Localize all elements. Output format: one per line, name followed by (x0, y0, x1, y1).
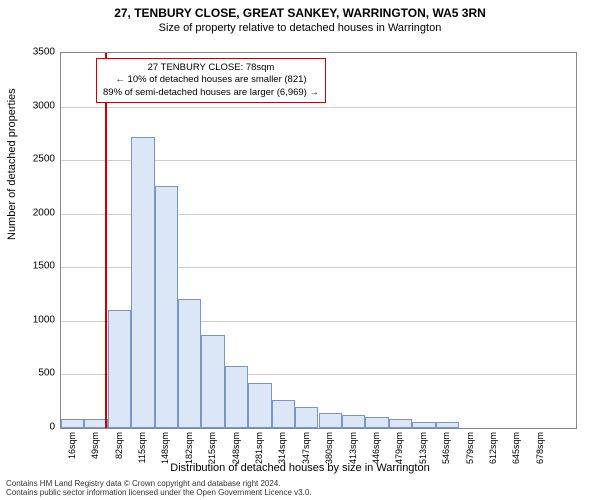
y-tick-label: 500 (19, 368, 55, 379)
chart-title: 27, TENBURY CLOSE, GREAT SANKEY, WARRING… (0, 0, 600, 20)
footer-line-1: Contains HM Land Registry data © Crown c… (6, 479, 312, 489)
histogram-bar (412, 422, 435, 428)
histogram-bar (436, 422, 459, 428)
histogram-bar (365, 417, 388, 428)
histogram-bar (155, 186, 178, 428)
footer-line-2: Contains public sector information licen… (6, 488, 312, 498)
marker-legend: 27 TENBURY CLOSE: 78sqm ← 10% of detache… (96, 58, 326, 103)
chart-container: { "chart": { "type": "histogram", "title… (0, 0, 600, 500)
y-tick-label: 3000 (19, 100, 55, 111)
chart-subtitle: Size of property relative to detached ho… (0, 20, 600, 34)
x-tick-label: 148sqm (160, 432, 170, 464)
histogram-bar (108, 310, 131, 428)
histogram-bar (61, 419, 84, 428)
x-tick-label: 446sqm (371, 432, 381, 464)
x-tick-label: 479sqm (394, 432, 404, 464)
x-tick-label: 16sqm (67, 432, 77, 459)
x-tick-label: 413sqm (348, 432, 358, 464)
x-tick-label: 579sqm (465, 432, 475, 464)
y-tick-label: 3500 (19, 47, 55, 58)
y-tick-label: 2000 (19, 207, 55, 218)
x-tick-label: 513sqm (418, 432, 428, 464)
x-tick-label: 347sqm (301, 432, 311, 464)
x-tick-label: 248sqm (231, 432, 241, 464)
x-tick-label: 49sqm (90, 432, 100, 459)
x-tick-label: 314sqm (277, 432, 287, 464)
x-tick-label: 678sqm (535, 432, 545, 464)
legend-line-3: 89% of semi-detached houses are larger (… (103, 87, 319, 99)
y-tick-label: 2500 (19, 154, 55, 165)
y-axis-label: Number of detached properties (6, 88, 18, 240)
footer-attribution: Contains HM Land Registry data © Crown c… (6, 479, 312, 498)
histogram-bar (131, 137, 154, 428)
histogram-bar (319, 413, 342, 428)
y-tick-label: 1500 (19, 261, 55, 272)
histogram-bar (201, 335, 224, 428)
histogram-bar (225, 366, 248, 428)
x-tick-label: 645sqm (511, 432, 521, 464)
histogram-bar (178, 299, 201, 428)
x-tick-label: 380sqm (324, 432, 334, 464)
histogram-bar (295, 407, 318, 428)
x-tick-label: 115sqm (137, 432, 147, 463)
legend-line-2: ← 10% of detached houses are smaller (82… (103, 74, 319, 86)
legend-line-1: 27 TENBURY CLOSE: 78sqm (103, 62, 319, 74)
x-tick-label: 281sqm (254, 432, 264, 464)
histogram-bar (342, 415, 365, 428)
x-tick-label: 82sqm (114, 432, 124, 459)
x-tick-label: 215sqm (207, 432, 217, 464)
histogram-bar (389, 419, 412, 428)
x-tick-label: 546sqm (441, 432, 451, 464)
y-tick-label: 0 (19, 422, 55, 433)
plot-area (60, 52, 577, 429)
x-tick-label: 612sqm (488, 432, 498, 464)
histogram-bar (248, 383, 271, 428)
property-marker-line (105, 53, 107, 428)
y-tick-label: 1000 (19, 314, 55, 325)
x-axis-label: Distribution of detached houses by size … (0, 462, 600, 474)
gridline (61, 107, 576, 108)
histogram-bar (272, 400, 295, 428)
x-tick-label: 182sqm (184, 432, 194, 464)
